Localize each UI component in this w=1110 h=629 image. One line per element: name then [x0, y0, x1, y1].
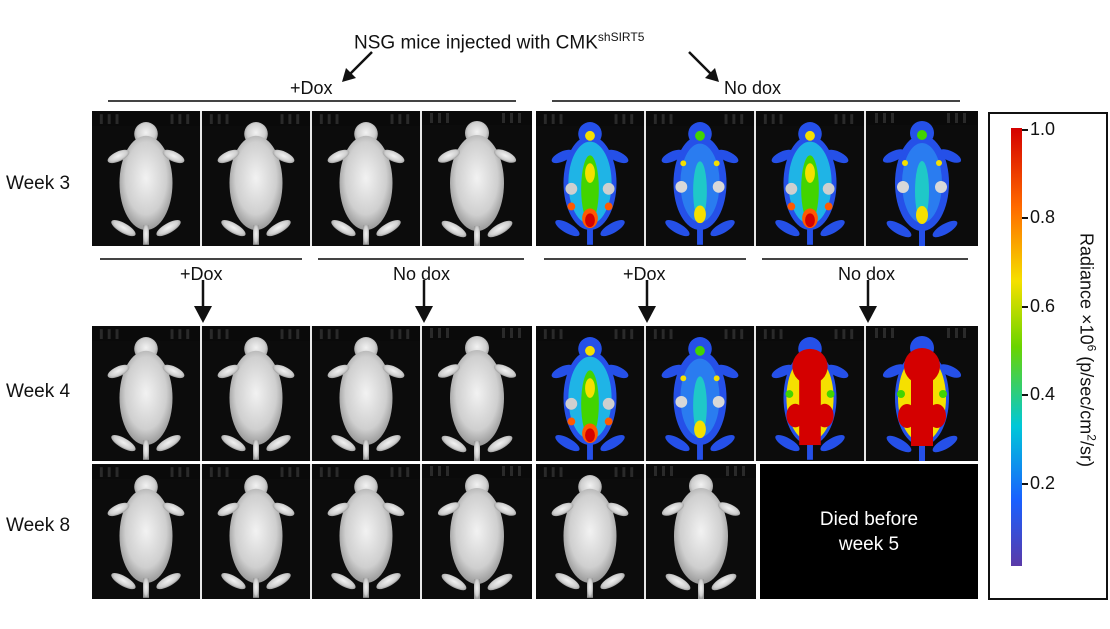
mouse-image	[646, 464, 756, 599]
colorbar-axis-label: Radiance ×106 (p/sec/cm2/sr)	[1076, 233, 1099, 467]
mouse-image	[422, 464, 532, 599]
row-label-week3: Week 3	[6, 173, 71, 194]
figure-title: NSG mice injected with CMKshSIRT5	[354, 30, 644, 54]
colorbar-tick-label: 0.6	[1030, 296, 1056, 316]
mouse-image	[422, 111, 532, 246]
colorbar-label-end: /sr)	[1076, 440, 1097, 467]
week8-dox-panel	[92, 464, 532, 599]
week4-dox-panel	[92, 326, 532, 461]
title-superscript: shSIRT5	[597, 30, 645, 44]
mouse-image	[312, 111, 422, 246]
mouse-image	[646, 111, 756, 246]
mouse-image	[756, 111, 866, 246]
colorbar-tick-label: 0.2	[1030, 473, 1056, 493]
mouse-image	[536, 111, 646, 246]
title-text: NSG mice injected with CMK	[354, 32, 598, 54]
colorbar-label-text: Radiance ×10	[1076, 233, 1097, 345]
arrow-down-right-icon	[688, 51, 719, 82]
mouse-image	[312, 326, 422, 461]
week3-nodox-panel	[536, 111, 978, 246]
mouse-image	[646, 326, 756, 461]
colorbar-label-unit: (p/sec/cm	[1076, 351, 1097, 435]
row-label-week8: Week 8	[6, 515, 71, 536]
colorbar-tick	[1022, 217, 1028, 219]
group-line-nodox-top	[552, 100, 960, 102]
week4-nodox-panel	[536, 326, 978, 461]
died-text-line2: week 5	[838, 533, 900, 555]
mouse-image	[92, 464, 202, 599]
group-line-mid-2	[318, 258, 524, 260]
group-label-mid-1: +Dox	[180, 264, 223, 284]
mouse-image	[92, 111, 202, 246]
week8-nodox-panel	[536, 464, 756, 599]
mouse-image	[536, 464, 646, 599]
mouse-image	[866, 111, 978, 246]
group-line-mid-3	[544, 258, 746, 260]
mouse-image	[202, 326, 312, 461]
colorbar-tick	[1022, 394, 1028, 396]
colorbar-tick-label: 0.8	[1030, 207, 1056, 227]
group-label-dox-top: +Dox	[290, 78, 333, 98]
group-label-mid-3: +Dox	[623, 264, 666, 284]
mouse-image	[536, 326, 646, 461]
arrow-down-icon	[638, 280, 656, 323]
mouse-image	[756, 326, 866, 461]
week3-dox-panel	[92, 111, 532, 246]
group-label-mid-2: No dox	[393, 264, 451, 284]
group-line-dox-top	[108, 100, 516, 102]
mouse-image	[202, 464, 312, 599]
colorbar-tick-label: 1.0	[1030, 119, 1056, 139]
arrow-down-left-icon	[342, 51, 373, 82]
died-before-week5-panel: Died before week 5	[760, 464, 978, 599]
colorbar-tick	[1022, 129, 1028, 131]
colorbar-legend	[988, 112, 1108, 600]
arrow-down-icon	[415, 280, 433, 323]
colorbar-label-unit-exp: 2	[1084, 434, 1099, 441]
colorbar-tick	[1022, 306, 1028, 308]
mouse-image	[92, 326, 202, 461]
row-label-week4: Week 4	[6, 381, 71, 402]
arrow-down-icon	[859, 280, 877, 323]
colorbar-tick-label: 0.4	[1030, 384, 1056, 404]
colorbar-gradient	[1011, 128, 1022, 566]
group-line-mid-1	[100, 258, 302, 260]
mouse-image	[202, 111, 312, 246]
mouse-image	[312, 464, 422, 599]
mouse-image	[422, 326, 532, 461]
colorbar-tick	[1022, 483, 1028, 485]
arrow-down-icon	[194, 280, 212, 323]
group-line-mid-4	[762, 258, 968, 260]
died-text-line1: Died before	[819, 508, 919, 530]
group-label-mid-4: No dox	[838, 264, 896, 284]
mouse-image	[866, 326, 978, 461]
group-label-nodox-top: No dox	[724, 78, 782, 98]
